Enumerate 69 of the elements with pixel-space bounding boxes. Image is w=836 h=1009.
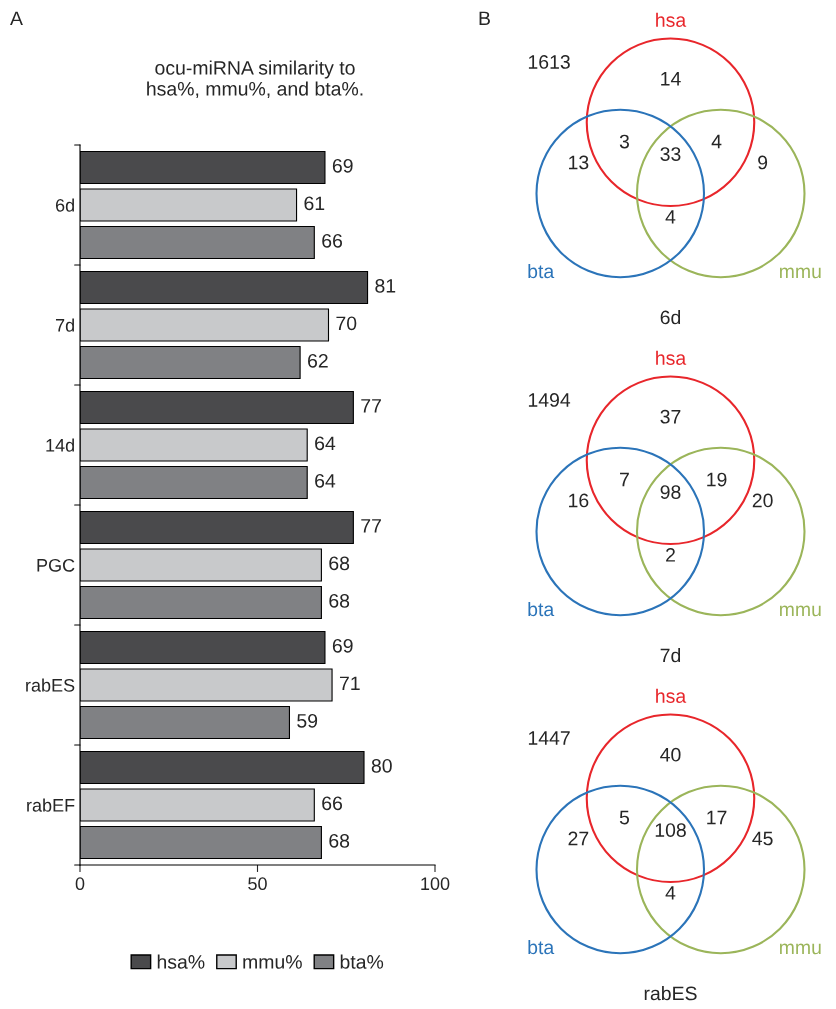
text: 14 — [661, 72, 681, 86]
legend-label: bta — [528, 601, 555, 617]
text: 37 — [660, 409, 681, 424]
text: 98 — [660, 485, 681, 499]
data-label: 81 — [375, 278, 396, 293]
text: 27 — [568, 831, 589, 846]
text: 17 — [707, 810, 727, 825]
legend-label: mmu — [780, 267, 821, 279]
text: 1613 — [528, 55, 570, 69]
data-label: 77 — [361, 399, 381, 413]
text: 1494 — [528, 393, 571, 407]
legend-label: hsa% — [157, 954, 205, 969]
chart-title: ocu-miRNA similarity to hsa%, mmu%, and bta%. — [147, 60, 363, 98]
text: 16 — [569, 493, 589, 508]
data-label: 80 — [371, 758, 392, 773]
legend-label: mmu% — [243, 955, 302, 969]
text: 4 — [711, 134, 722, 149]
text: B — [479, 11, 490, 26]
text: 4 — [665, 210, 676, 224]
legend-label: hsa — [656, 688, 687, 703]
y-tick-label: 7d — [55, 318, 74, 332]
legend-label: bta — [528, 939, 555, 955]
data-label: 68 — [329, 556, 350, 571]
text: 108 — [655, 823, 686, 837]
text: 7d — [660, 648, 681, 663]
legend-label: bta% — [340, 954, 384, 969]
data-label: 59 — [297, 713, 318, 728]
x-tick-label: 100 — [421, 877, 450, 891]
text: 6d — [660, 310, 681, 325]
data-label: 68 — [329, 833, 350, 848]
text: 7 — [620, 472, 629, 487]
y-tick-label: PGC — [37, 558, 75, 572]
y-tick-label: rabEF — [27, 798, 75, 812]
text: 4 — [665, 886, 676, 900]
text: 13 — [569, 155, 589, 170]
text: 40 — [660, 747, 681, 762]
text: 9 — [758, 155, 768, 170]
data-label: 77 — [361, 519, 381, 533]
text: 20 — [752, 493, 773, 508]
data-label: 70 — [336, 316, 357, 331]
legend-label: mmu — [780, 943, 821, 955]
x-tick-label: 0 — [75, 877, 85, 891]
legend-label: hsa — [656, 350, 687, 365]
y-tick-label: 14d — [46, 438, 74, 452]
y-tick-label: 6d — [55, 198, 74, 212]
data-label: 62 — [308, 353, 328, 368]
data-label: 68 — [329, 593, 350, 608]
data-label: 71 — [339, 676, 360, 691]
legend-label: hsa — [656, 12, 687, 27]
text: 2 — [666, 548, 675, 562]
data-label: 64 — [315, 436, 336, 451]
text: 3 — [619, 134, 629, 149]
y-tick-label: rabES — [26, 678, 75, 692]
data-label: 69 — [332, 158, 353, 173]
legend-label: mmu — [780, 605, 821, 617]
data-label: 69 — [332, 638, 353, 653]
text: 1447 — [528, 731, 570, 745]
text: rabES — [644, 986, 697, 1001]
x-tick-label: 50 — [248, 877, 267, 891]
data-label: 66 — [322, 796, 343, 811]
data-label: 61 — [304, 196, 325, 211]
text: 19 — [707, 472, 727, 487]
data-label: 64 — [315, 473, 336, 488]
data-label: 66 — [322, 233, 343, 248]
text: 5 — [619, 810, 630, 825]
text: A — [10, 11, 23, 26]
text: 33 — [660, 147, 681, 161]
text: 45 — [752, 831, 773, 846]
legend-label: bta — [528, 263, 555, 279]
